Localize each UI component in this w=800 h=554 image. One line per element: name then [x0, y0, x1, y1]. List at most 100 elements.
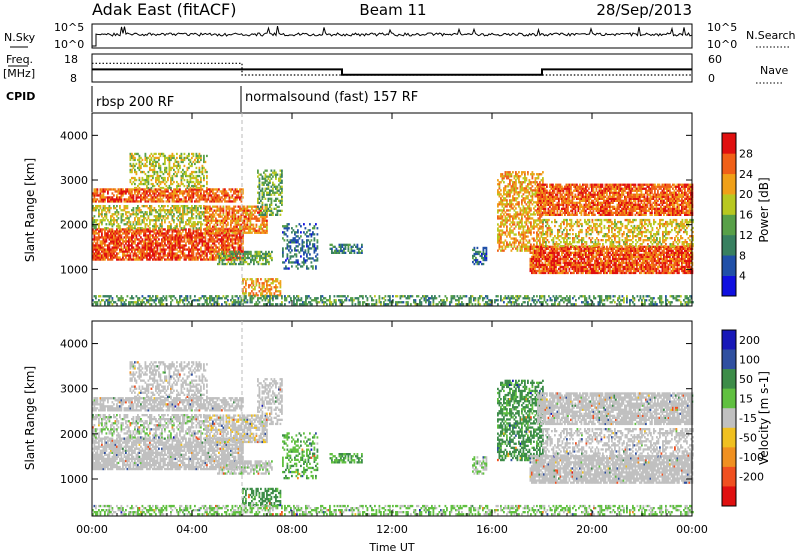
- power-cell: [215, 188, 217, 191]
- power-cell: [288, 223, 290, 226]
- power-cell: [116, 200, 118, 203]
- power-cell: [111, 236, 114, 239]
- power-cell: [237, 240, 240, 243]
- power-cell: [234, 198, 237, 201]
- power-cell: [541, 265, 544, 269]
- power-cell: [99, 258, 102, 261]
- power-cell: [129, 223, 132, 226]
- power-cell: [518, 223, 520, 226]
- power-cell: [159, 200, 162, 203]
- power-cell: [270, 189, 273, 192]
- power-cell: [131, 244, 133, 247]
- power-cell: [262, 258, 264, 262]
- power-cell: [149, 160, 151, 164]
- power-cell: [177, 250, 180, 253]
- power-cell: [245, 290, 247, 293]
- power-cell: [242, 213, 244, 216]
- power-cell: [289, 241, 292, 244]
- power-cell: [295, 255, 298, 258]
- power-cell: [534, 181, 537, 184]
- power-cell: [156, 244, 159, 247]
- power-cell: [267, 183, 270, 186]
- power-cell: [170, 242, 172, 245]
- power-cell: [149, 223, 151, 226]
- power-cell: [230, 200, 232, 203]
- power-cell: [271, 256, 273, 260]
- power-cell: [521, 189, 523, 192]
- power-cell: [549, 251, 551, 254]
- power-cell: [509, 183, 511, 186]
- power-cell: [147, 246, 150, 249]
- power-cell: [96, 232, 99, 235]
- power-cell: [251, 258, 254, 262]
- power-cell: [180, 246, 183, 249]
- power-cell: [138, 211, 141, 214]
- power-cell: [222, 211, 225, 214]
- power-cell: [161, 248, 163, 251]
- power-cell: [159, 164, 162, 168]
- power-cell: [237, 211, 240, 214]
- power-cell: [519, 221, 522, 224]
- power-cell: [501, 247, 504, 250]
- power-cell: [536, 195, 538, 198]
- power-cell: [155, 246, 157, 249]
- power-cell: [484, 256, 486, 260]
- power-cell: [144, 198, 147, 201]
- power-cell: [263, 286, 265, 289]
- power-cell: [260, 209, 262, 212]
- power-cell: [101, 246, 103, 249]
- power-cell: [544, 265, 547, 269]
- power-cell: [261, 197, 264, 200]
- power-cell: [101, 234, 103, 237]
- power-cell: [182, 244, 184, 247]
- power-cell: [571, 267, 574, 271]
- power-cell: [261, 207, 264, 210]
- power-cell: [227, 254, 230, 258]
- power-cell: [144, 228, 147, 231]
- power-cell: [242, 209, 244, 212]
- power-cell: [239, 198, 241, 201]
- power-cell: [242, 278, 244, 281]
- power-cell: [245, 282, 247, 285]
- power-cell: [143, 256, 145, 259]
- power-cell: [227, 238, 229, 241]
- power-cell: [544, 249, 547, 252]
- power-cell: [170, 154, 172, 158]
- power-cell: [276, 187, 279, 190]
- power-cell: [263, 215, 265, 218]
- power-cell: [141, 215, 144, 218]
- power-cell: [221, 221, 223, 224]
- power-cell: [194, 192, 196, 195]
- power-cell: [225, 213, 228, 216]
- nsky-tick-high-right: 10^5: [707, 21, 737, 34]
- power-cell: [288, 259, 290, 262]
- power-cell: [117, 190, 120, 193]
- power-cell: [150, 186, 153, 190]
- power-cell: [506, 175, 508, 178]
- power-cell: [541, 263, 544, 267]
- power-cell: [173, 162, 175, 166]
- power-cell: [524, 237, 526, 240]
- power-cell: [159, 188, 162, 191]
- power-cell: [122, 219, 124, 222]
- power-cell: [110, 234, 112, 237]
- power-cell: [543, 249, 545, 252]
- power-cell: [528, 187, 531, 190]
- power-cell: [248, 205, 250, 208]
- power-cell: [99, 213, 102, 216]
- power-cell: [309, 243, 311, 246]
- power-cell: [307, 245, 310, 248]
- power-cell: [506, 213, 508, 216]
- power-cell: [189, 194, 192, 197]
- power-cell: [234, 242, 237, 245]
- power-cell: [129, 227, 132, 230]
- power-cell: [135, 196, 138, 199]
- power-cell: [194, 200, 196, 203]
- power-cell: [101, 198, 103, 201]
- power-cell: [215, 225, 217, 228]
- power-cell: [117, 192, 120, 195]
- power-cell: [539, 245, 541, 248]
- power-cell: [191, 256, 193, 259]
- power-cell: [111, 225, 114, 228]
- power-cell: [198, 217, 201, 220]
